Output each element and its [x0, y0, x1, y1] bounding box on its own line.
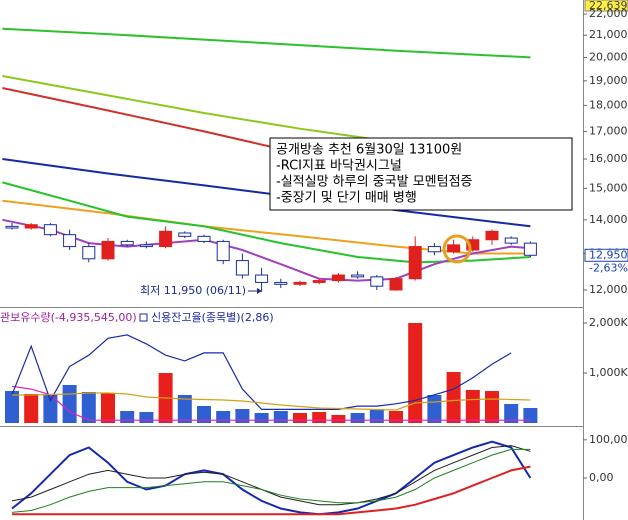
volume-bar — [101, 393, 115, 423]
candle-body — [370, 276, 384, 287]
candle-body — [312, 280, 326, 283]
change-label: -2,63% — [589, 261, 628, 274]
series-line — [2, 27, 531, 59]
candle-body — [101, 240, 115, 260]
low-label: 최저 11,950 (06/11) — [140, 284, 246, 297]
candle-body — [24, 224, 38, 229]
volume-bar — [312, 412, 327, 423]
candle-body — [485, 230, 499, 241]
candle-body — [120, 240, 134, 246]
candle-body — [178, 232, 192, 237]
top-label-box — [584, 0, 628, 12]
last-price-box — [584, 248, 628, 262]
candle-body — [447, 244, 461, 253]
candle-body — [504, 237, 518, 244]
volume-bar — [408, 323, 423, 423]
annotation-line: 공개방송 추천 6월30일 13100원 — [276, 143, 462, 158]
volume-bar — [197, 406, 211, 423]
volume-bar — [120, 411, 135, 423]
candle-body — [5, 225, 19, 229]
highlight-circle — [442, 234, 472, 264]
y-tick-label: 15,000 — [589, 181, 628, 194]
candle-body — [235, 260, 249, 276]
volume-bar — [427, 395, 442, 423]
volume-bar — [5, 391, 19, 423]
last-price-label: 12,950 — [589, 248, 628, 261]
volume-bar — [43, 395, 58, 423]
y-tick-label: 21,000 — [589, 28, 628, 41]
y-tick-label: 16,000 — [589, 152, 628, 165]
volume-bar — [523, 408, 538, 423]
volume-bar — [446, 372, 461, 423]
volume-bar — [350, 413, 365, 423]
y-tick-label: 19,000 — [589, 74, 628, 87]
series-line — [11, 334, 512, 410]
legend-swatch — [139, 313, 148, 322]
series-line — [11, 448, 531, 513]
annotation-line: -실적실망 하루의 중국발 모멘텀점증 — [276, 175, 473, 190]
volume-bar — [62, 385, 77, 423]
low-arrow-head — [257, 288, 262, 294]
volume-bar — [504, 404, 519, 423]
series-line — [11, 440, 532, 516]
candle-body — [331, 274, 345, 282]
legend-entry: 신용잔고율(종목별)(2,86) — [151, 311, 274, 324]
volume-bar — [465, 390, 480, 423]
volume-bar — [273, 411, 288, 423]
series-line — [11, 445, 531, 506]
annotation-line: -중장기 및 단기 매매 병행 — [276, 190, 417, 206]
volume-bar — [139, 412, 154, 423]
volume-bar — [235, 409, 250, 423]
candle-body — [427, 246, 441, 253]
candle-body — [274, 281, 288, 285]
candle-body — [216, 240, 230, 262]
candle-body — [197, 235, 211, 242]
candle-body — [139, 244, 153, 248]
volume-bar — [293, 413, 307, 423]
candle-body — [43, 224, 57, 236]
volume-bar — [389, 411, 403, 423]
y-tick-label: 100,00 — [589, 433, 628, 446]
legend-entry: 관보유수량(-4,935,545,00) — [0, 311, 137, 324]
volume-bar — [81, 392, 96, 423]
y-tick-label: 2,000K — [589, 316, 628, 329]
volume-bar — [24, 394, 39, 423]
candle-body — [389, 278, 403, 291]
y-tick-label: 20,000 — [589, 50, 628, 63]
series-line — [12, 465, 531, 516]
y-tick-label: 17,000 — [589, 124, 628, 137]
candle-body — [255, 274, 269, 283]
candle-body — [408, 246, 422, 280]
y-tick-label: 0,00 — [589, 471, 614, 484]
series-line — [12, 392, 531, 411]
candle-body — [466, 239, 480, 251]
candle-body — [523, 242, 537, 256]
candle-body — [293, 281, 307, 285]
volume-bar — [485, 391, 499, 423]
candle-body — [82, 246, 96, 260]
candle-body — [351, 274, 365, 278]
y-tick-label: 1,000K — [589, 366, 628, 379]
top-label: 22,639 — [589, 0, 628, 12]
volume-bar — [369, 410, 384, 423]
series-line — [11, 385, 531, 421]
y-tick-label: 14,000 — [589, 213, 628, 226]
candle-body — [63, 234, 77, 248]
y-tick-label: 22,000 — [589, 7, 628, 20]
annotation-box — [269, 137, 573, 211]
volume-bar — [331, 415, 346, 423]
annotation-line: -RCI지표 바닥권시그널 — [276, 159, 402, 174]
y-tick-label: 12,000 — [589, 283, 628, 296]
series-line — [2, 158, 531, 228]
volume-bar — [216, 411, 231, 423]
plot-layer — [2, 27, 538, 516]
candle-body — [159, 230, 173, 248]
volume-bar — [254, 413, 269, 423]
volume-bar — [177, 395, 192, 423]
y-tick-label: 18,000 — [589, 98, 628, 111]
